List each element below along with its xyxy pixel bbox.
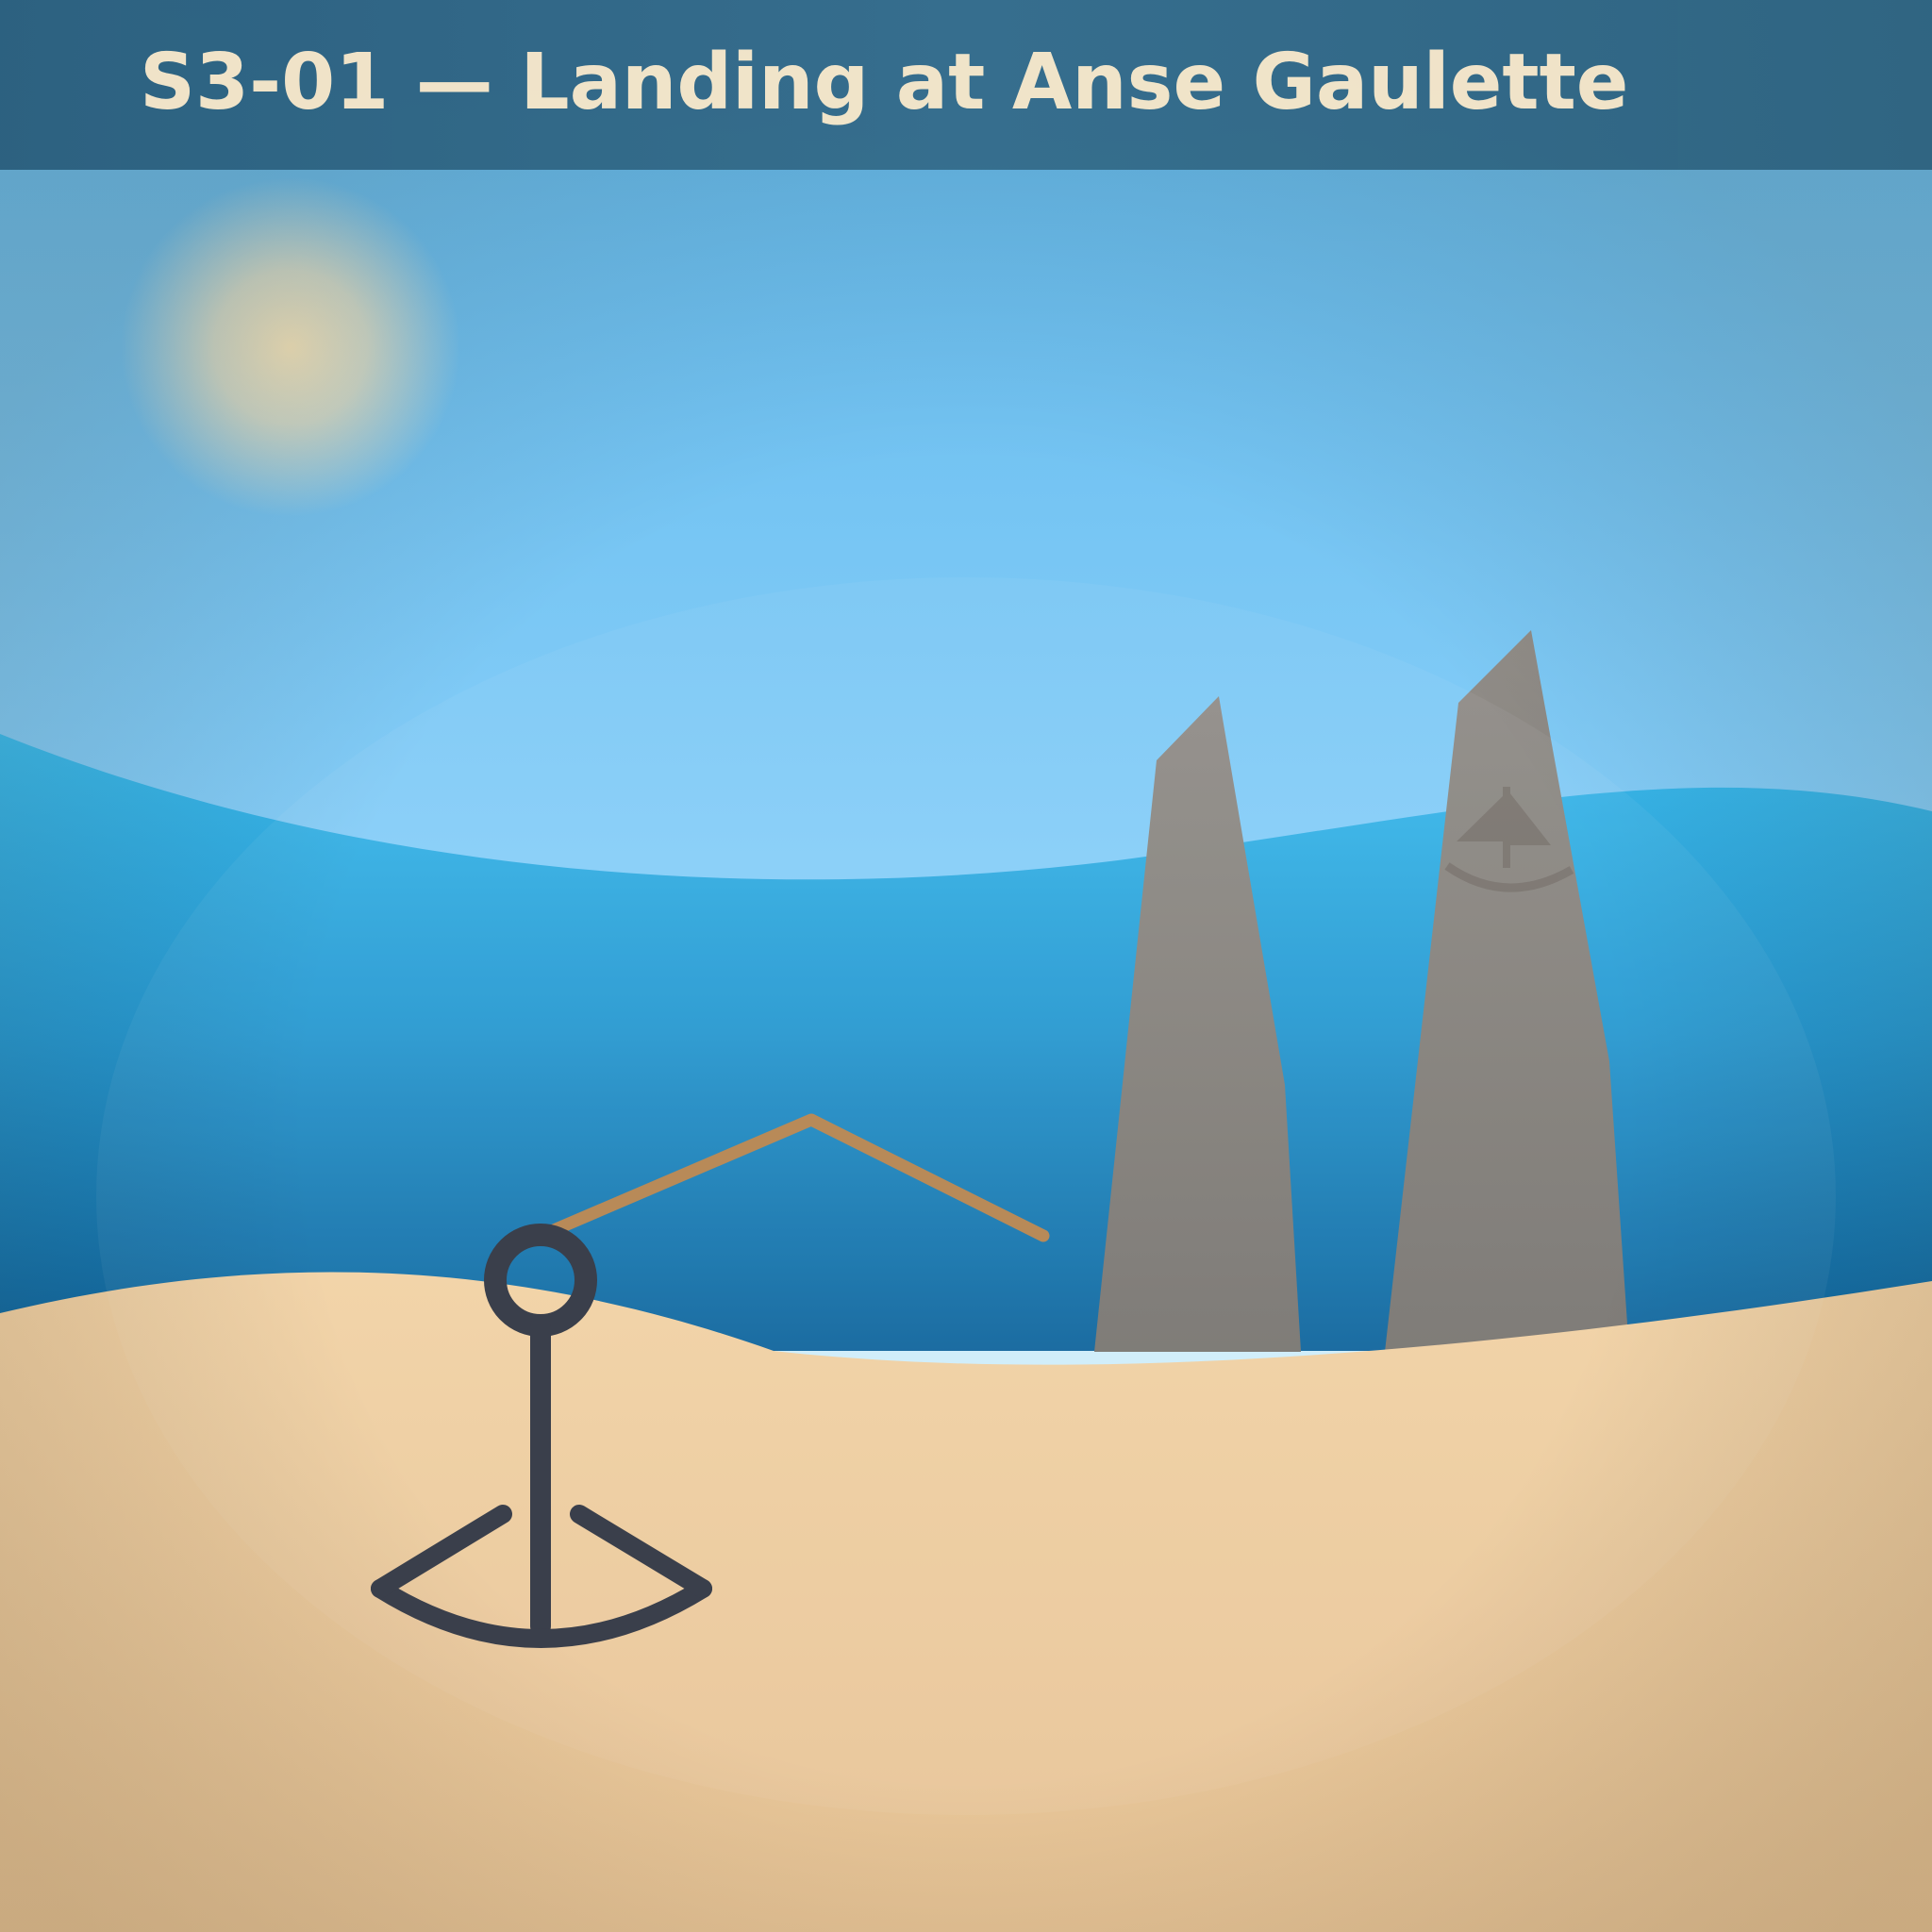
anchor-icon[interactable] [371,1224,712,1648]
scene-title: S3-01 — Landing at Anse Gaulette [140,37,1629,127]
header-bar: S3-01 — Landing at Anse Gaulette [0,0,1932,170]
mooring-rope [534,1113,1050,1242]
